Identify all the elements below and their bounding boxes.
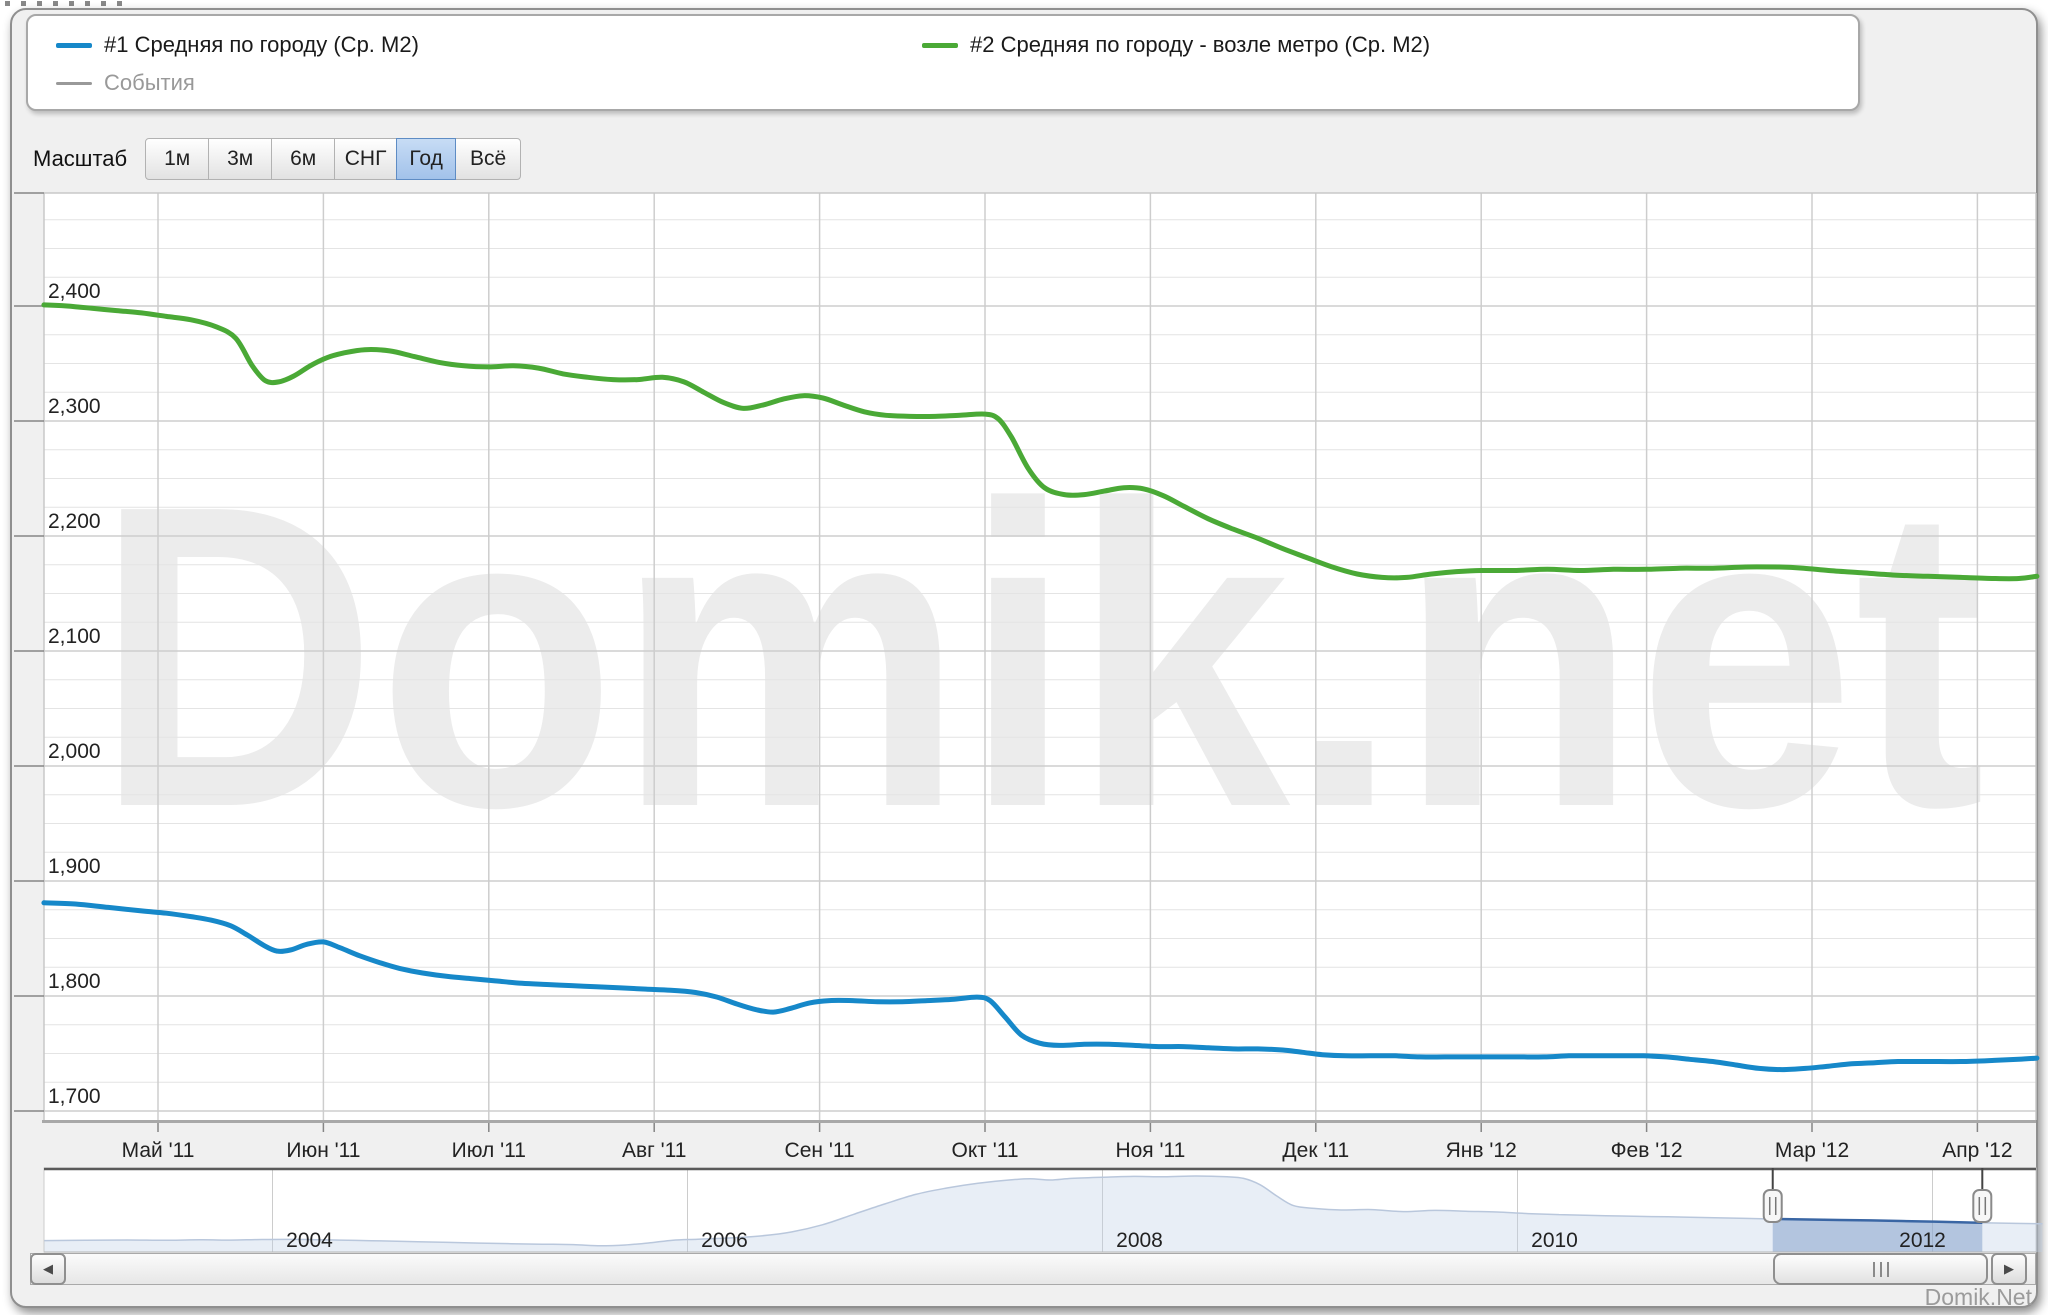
navigator-series-area xyxy=(44,1176,2043,1252)
x-axis-label: Дек '11 xyxy=(1282,1139,1349,1162)
x-axis-label: Апр '12 xyxy=(1942,1139,2012,1162)
clipped-text-fragment xyxy=(5,1,123,6)
branding-label: Domik.Net xyxy=(1924,1284,2032,1310)
x-axis-label: Мар '12 xyxy=(1775,1139,1849,1162)
y-axis-label: 2,100 xyxy=(48,625,101,648)
legend-item-label: События xyxy=(104,70,195,95)
x-axis-label: Фев '12 xyxy=(1611,1139,1683,1162)
x-axis-label: Июл '11 xyxy=(452,1139,526,1162)
y-axis-label: 1,700 xyxy=(48,1085,101,1108)
thumb-grip-icon xyxy=(1872,1261,1889,1277)
zoom-button-6м[interactable]: 6м xyxy=(271,138,336,180)
legend-item-city-average[interactable]: #1 Средняя по городу (Ср. М2) xyxy=(56,32,419,58)
zoom-button-1м[interactable]: 1м xyxy=(145,138,210,180)
events-color-swatch xyxy=(56,81,92,85)
legend-item-events[interactable]: События xyxy=(56,70,195,96)
x-axis-label: Май '11 xyxy=(122,1139,195,1162)
series2-color-swatch xyxy=(922,42,958,48)
scroll-left-icon: ◀ xyxy=(43,1261,53,1276)
legend-item-label: #2 Средняя по городу - возле метро (Ср. … xyxy=(970,32,1431,57)
series-line[interactable] xyxy=(41,302,2040,582)
watermark-text: Domik.net xyxy=(95,417,1985,897)
legend-item-near-metro[interactable]: #2 Средняя по городу - возле метро (Ср. … xyxy=(922,32,1430,58)
zoom-button-3м[interactable]: 3м xyxy=(208,138,273,180)
navigator-area[interactable] xyxy=(43,1167,2037,1253)
zoom-button-Всё[interactable]: Всё xyxy=(455,138,522,180)
zoom-buttons-group: 1м 3м 6м СНГ Год Всё xyxy=(145,138,522,180)
navigator-year-label: 2008 xyxy=(1116,1229,1163,1252)
zoom-button-СНГ[interactable]: СНГ xyxy=(334,138,398,180)
zoom-button-Год[interactable]: Год xyxy=(396,138,457,180)
zoom-toolbar: Масштаб 1м 3м 6м СНГ Год Всё xyxy=(33,136,522,182)
x-axis-label: Июн '11 xyxy=(286,1139,360,1162)
x-axis-label: Ноя '11 xyxy=(1115,1139,1185,1162)
scrollbar-thumb[interactable] xyxy=(1773,1253,1988,1285)
navigator-year-label: 2006 xyxy=(701,1229,748,1252)
navigator-handle-right[interactable] xyxy=(1972,1189,1993,1223)
series-line[interactable] xyxy=(41,900,2040,1073)
navigator-selection[interactable] xyxy=(44,1176,2042,1252)
x-axis-label: Сен '11 xyxy=(785,1139,855,1162)
scroll-left-button[interactable]: ◀ xyxy=(30,1253,66,1285)
y-axis-label: 1,800 xyxy=(48,970,101,993)
scroll-right-button[interactable]: ▶ xyxy=(1991,1253,2027,1285)
navigator-handle-left[interactable] xyxy=(1762,1189,1783,1223)
scroll-right-icon: ▶ xyxy=(2004,1261,2014,1276)
x-axis-label: Янв '12 xyxy=(1446,1139,1517,1162)
y-axis-label: 2,000 xyxy=(48,740,101,763)
y-axis-label: 2,300 xyxy=(48,395,101,418)
x-axis-label: Авг '11 xyxy=(622,1139,686,1162)
navigator-year-label: 2004 xyxy=(286,1229,333,1252)
y-axis-label: 1,900 xyxy=(48,855,101,878)
navigator-year-label: 2012 xyxy=(1899,1229,1946,1252)
navigator-series-line xyxy=(44,1175,2043,1247)
scrollbar-track[interactable]: ◀ ▶ xyxy=(30,1253,2036,1285)
zoom-toolbar-label: Масштаб xyxy=(33,146,128,171)
y-axis-label: 2,200 xyxy=(48,510,101,533)
y-axis-label: 2,400 xyxy=(48,280,101,303)
navigator-year-label: 2010 xyxy=(1531,1229,1578,1252)
legend: #1 Средняя по городу (Ср. М2) #2 Средняя… xyxy=(26,14,1860,111)
legend-item-label: #1 Средняя по городу (Ср. М2) xyxy=(104,32,419,57)
x-axis-label: Окт '11 xyxy=(951,1139,1018,1162)
series1-color-swatch xyxy=(56,42,92,48)
